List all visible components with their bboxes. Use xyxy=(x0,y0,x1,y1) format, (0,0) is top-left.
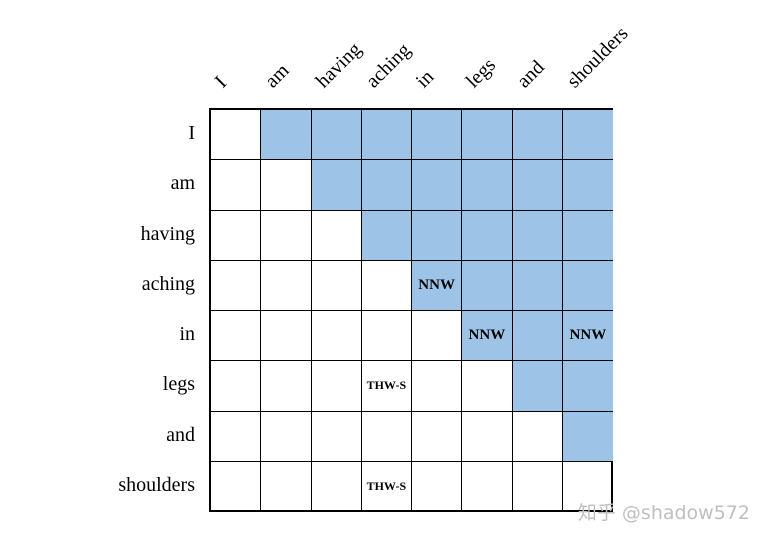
watermark: 知乎 @shadow572 xyxy=(577,502,750,524)
grid-cell xyxy=(311,210,362,261)
grid-cell xyxy=(361,411,412,462)
grid-cell xyxy=(361,110,412,161)
grid-cell xyxy=(512,411,563,462)
grid-cell xyxy=(562,210,613,261)
grid-cell xyxy=(562,160,613,211)
grid-cell xyxy=(412,461,463,512)
cell-tag: THW-S xyxy=(366,378,407,393)
grid-cell xyxy=(311,110,362,161)
grid-cell xyxy=(462,361,513,412)
word-pair-grid-area: NNW NNW NNW THW-S THW-S xyxy=(209,108,613,512)
grid-cell xyxy=(211,361,262,412)
grid-cell xyxy=(261,361,312,412)
grid-cell xyxy=(261,411,312,462)
grid-cell xyxy=(361,260,412,311)
grid-cell xyxy=(512,260,563,311)
grid-cell xyxy=(311,260,362,311)
row-label: in xyxy=(179,323,195,346)
grid-cell xyxy=(261,210,312,261)
grid-cell xyxy=(412,160,463,211)
row-label: and xyxy=(166,423,195,446)
grid-cell xyxy=(311,361,362,412)
grid-cell xyxy=(211,461,262,512)
cell-tag: NNW xyxy=(468,327,506,344)
grid-cell: NNW xyxy=(462,311,513,362)
grid-cell xyxy=(261,160,312,211)
grid-cell xyxy=(512,210,563,261)
column-label: in xyxy=(411,65,439,93)
grid-cell xyxy=(412,110,463,161)
grid-cell xyxy=(512,160,563,211)
cell-tag: NNW xyxy=(418,276,455,293)
grid-cell xyxy=(562,110,613,161)
column-label: having xyxy=(311,38,366,93)
grid-cell xyxy=(562,411,613,462)
word-pair-grid: NNW NNW NNW THW-S THW-S xyxy=(209,108,613,512)
grid-cell xyxy=(462,160,513,211)
grid-cell xyxy=(512,311,563,362)
column-label: aching xyxy=(361,39,415,93)
grid-cell: NNW xyxy=(562,311,613,362)
cell-tag: THW-S xyxy=(366,479,407,494)
grid-cell: NNW xyxy=(412,260,463,311)
grid-cell xyxy=(412,210,463,261)
grid-cell xyxy=(513,461,563,512)
grid-cell xyxy=(261,260,312,311)
grid-cell xyxy=(211,110,262,161)
grid-cell xyxy=(512,110,563,161)
grid-cell xyxy=(211,210,262,261)
grid-cell xyxy=(311,160,362,211)
grid-cell xyxy=(412,311,463,362)
row-label: aching xyxy=(141,272,195,295)
grid-cell xyxy=(261,461,312,512)
grid-cell: THW-S xyxy=(361,361,412,412)
row-label: shoulders xyxy=(118,473,195,496)
column-label: shoulders xyxy=(562,22,633,93)
column-label: I xyxy=(210,72,232,93)
grid-cell xyxy=(562,361,613,412)
grid-cell xyxy=(412,361,463,412)
row-label: legs xyxy=(162,373,195,396)
grid-cell xyxy=(412,411,463,462)
grid-cell xyxy=(211,160,262,211)
grid-cell xyxy=(261,110,312,161)
grid-cell xyxy=(211,260,262,311)
grid-cell xyxy=(361,210,412,261)
grid-cell: THW-S xyxy=(362,461,412,512)
grid-cell xyxy=(462,260,513,311)
grid-cell xyxy=(211,411,262,462)
grid-cell xyxy=(261,311,312,362)
grid-cell xyxy=(361,160,412,211)
row-label: having xyxy=(140,222,195,245)
column-label: legs xyxy=(462,53,501,93)
column-label: am xyxy=(261,59,294,93)
grid-cell xyxy=(462,210,513,261)
grid-cell xyxy=(462,110,513,161)
column-label: and xyxy=(512,56,549,93)
grid-cell xyxy=(512,361,563,412)
grid-cell xyxy=(311,411,362,462)
grid-cell xyxy=(361,311,412,362)
grid-cell xyxy=(462,411,513,462)
row-label: am xyxy=(170,172,195,195)
grid-cell xyxy=(462,461,513,512)
grid-cell xyxy=(211,311,262,362)
grid-cell xyxy=(311,311,362,362)
row-label: I xyxy=(188,122,195,145)
grid-cell xyxy=(312,461,362,512)
cell-tag: NNW xyxy=(569,327,607,344)
grid-cell xyxy=(562,260,613,311)
